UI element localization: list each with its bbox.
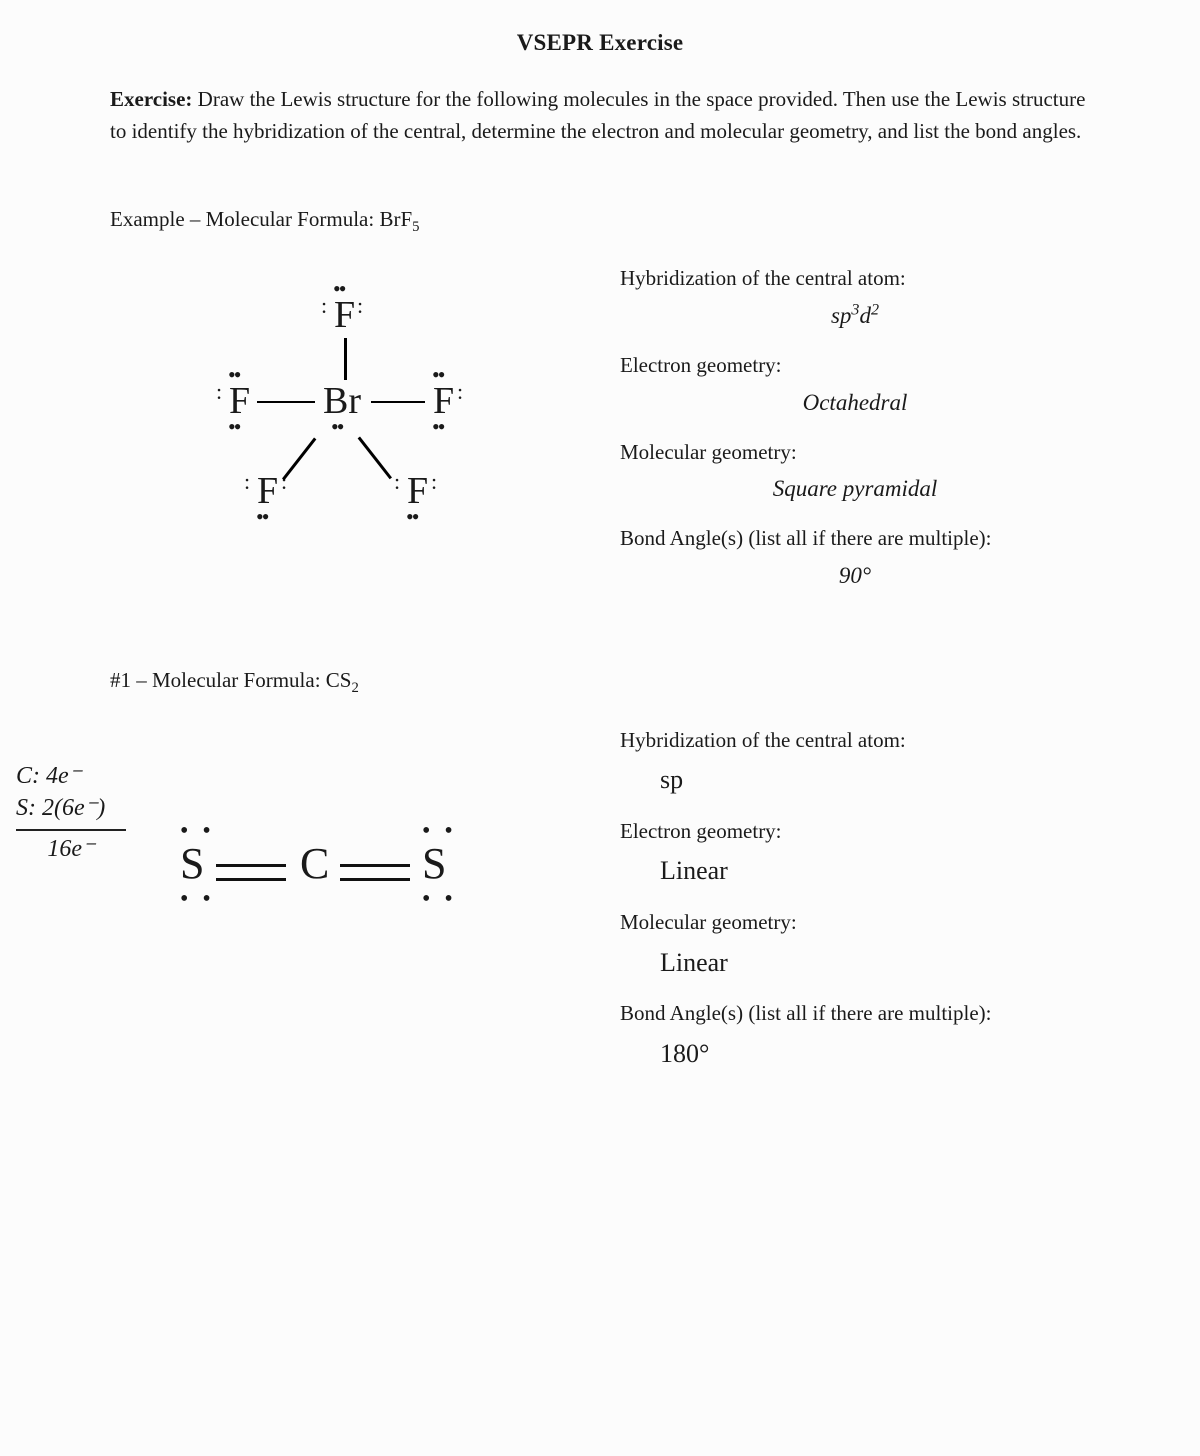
lone-pair-dots: :: [357, 302, 363, 311]
lone-pair-dots: ••: [228, 414, 239, 440]
lone-pair-dots: ••: [432, 362, 443, 388]
page-title: VSEPR Exercise: [110, 30, 1090, 56]
lone-pair-dots: :: [244, 478, 250, 487]
electron-count-line1: C: 4e⁻: [16, 760, 126, 792]
lewis-structure-cs2: S • • • • C S • • • •: [160, 828, 520, 948]
problem1-properties: Hybridization of the central atom: sp El…: [620, 718, 1090, 1089]
problem1-block: S • • • • C S • • • • Hybridization of t…: [110, 718, 1090, 1089]
lone-pair-dots: • •: [422, 886, 457, 913]
electron-geometry-label: Electron geometry:: [620, 349, 1090, 383]
electron-geometry-value: Octahedral: [620, 385, 1090, 422]
electron-geometry-label: Electron geometry:: [620, 815, 1090, 849]
molecular-geometry-label: Molecular geometry:: [620, 436, 1090, 470]
bond: [344, 338, 347, 380]
bond-angles-value: 90°: [620, 558, 1090, 595]
problem1-heading: #1 – Molecular Formula: CS2: [110, 668, 1090, 697]
electron-count-total: 16e⁻: [16, 829, 126, 865]
bond-angles-label: Bond Angle(s) (list all if there are mul…: [620, 522, 1090, 556]
bond: [257, 401, 315, 403]
example-properties: Hybridization of the central atom: sp3d2…: [620, 256, 1090, 608]
hybridization-value: sp: [620, 759, 1090, 801]
lone-pair-dots: ••: [331, 414, 342, 440]
electron-geometry-value: Linear: [620, 850, 1090, 892]
hybridization-label: Hybridization of the central atom:: [620, 724, 1090, 758]
molecular-geometry-label: Molecular geometry:: [620, 906, 1090, 940]
electron-count-line2: S: 2(6e⁻): [16, 792, 126, 824]
example-heading: Example – Molecular Formula: BrF5: [110, 207, 1090, 236]
atom-c-center: C: [300, 842, 329, 886]
bond: [282, 438, 316, 481]
lone-pair-dots: • •: [180, 818, 215, 845]
molecular-geometry-value: Square pyramidal: [620, 471, 1090, 508]
lone-pair-dots: :: [321, 302, 327, 311]
atom-s-right: S: [422, 842, 446, 886]
lone-pair-dots: ••: [333, 276, 344, 302]
instructions: Exercise: Draw the Lewis structure for t…: [110, 84, 1090, 147]
lone-pair-dots: ••: [228, 362, 239, 388]
bond-angles-value: 180°: [620, 1033, 1090, 1075]
lone-pair-dots: ••: [256, 504, 267, 530]
lone-pair-dots: ••: [432, 414, 443, 440]
hybridization-label: Hybridization of the central atom:: [620, 262, 1090, 296]
atom-s-left: S: [180, 842, 204, 886]
lone-pair-dots: :: [216, 388, 222, 397]
bond-angles-label: Bond Angle(s) (list all if there are mul…: [620, 997, 1090, 1031]
lone-pair-dots: :: [431, 478, 437, 487]
example-block: F : : •• Br •• F : •• •• F : •• ••: [110, 256, 1090, 608]
instructions-prefix: Exercise:: [110, 87, 192, 111]
lewis-structure-brf5: F : : •• Br •• F : •• •• F : •• ••: [175, 296, 515, 556]
hybridization-value: sp3d2: [620, 298, 1090, 335]
instructions-body: Draw the Lewis structure for the followi…: [110, 87, 1085, 143]
lone-pair-dots: • •: [422, 818, 457, 845]
lone-pair-dots: • •: [180, 886, 215, 913]
bond: [371, 401, 425, 403]
electron-count-margin: C: 4e⁻ S: 2(6e⁻) 16e⁻: [16, 760, 126, 865]
molecular-geometry-value: Linear: [620, 942, 1090, 984]
lone-pair-dots: :: [394, 478, 400, 487]
lone-pair-dots: ••: [406, 504, 417, 530]
lone-pair-dots: :: [457, 388, 463, 397]
bond: [358, 437, 392, 480]
